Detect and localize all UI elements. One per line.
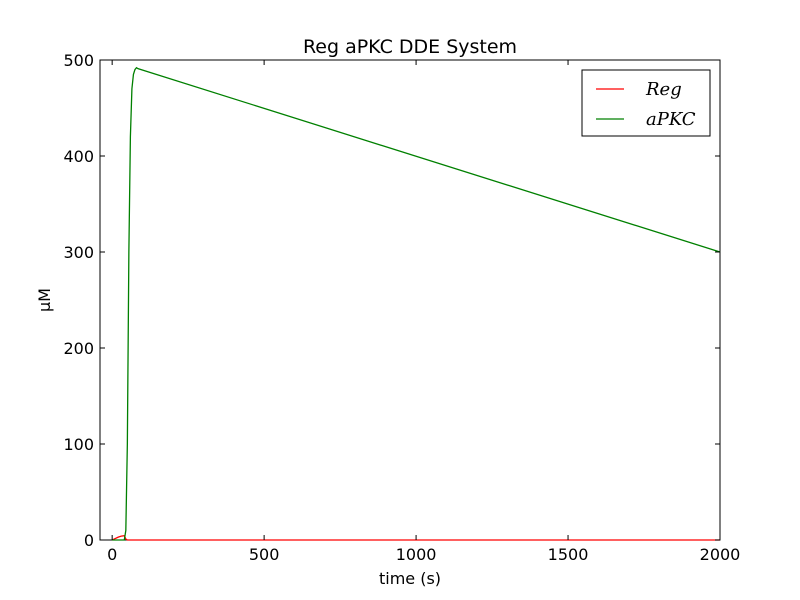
- y-tick-label: 300: [63, 243, 94, 262]
- y-tick-label: 200: [63, 339, 94, 358]
- legend: Reg aPKC: [581, 69, 711, 137]
- x-tick-label: 0: [107, 545, 117, 564]
- y-axis-label: μM: [35, 288, 54, 312]
- x-ticks: 0 500 1000 1500 2000: [107, 60, 740, 564]
- y-tick-label: 500: [63, 51, 94, 70]
- legend-entries: Reg aPKC: [596, 79, 696, 130]
- x-tick-label: 1000: [396, 545, 437, 564]
- x-tick-label: 1500: [548, 545, 589, 564]
- plot-area: 0 500 1000 1500 2000 0 100 200 300 400 500: [63, 51, 740, 564]
- series-line-reg: [111, 534, 720, 541]
- legend-label-reg: Reg: [645, 79, 682, 100]
- y-tick-label: 0: [84, 531, 94, 550]
- legend-label-apkc: aPKC: [646, 109, 696, 130]
- chart-title: Reg aPKC DDE System: [303, 36, 517, 58]
- y-tick-label: 100: [63, 435, 94, 454]
- x-tick-label: 2000: [700, 545, 741, 564]
- x-tick-label: 500: [249, 545, 280, 564]
- legend-frame: [581, 69, 711, 137]
- y-ticks: 0 100 200 300 400 500: [63, 51, 720, 550]
- series-line-apkc: [112, 66, 721, 541]
- series-layer: [111, 66, 721, 541]
- x-axis-label: time (s): [379, 569, 441, 588]
- y-tick-label: 400: [63, 147, 94, 166]
